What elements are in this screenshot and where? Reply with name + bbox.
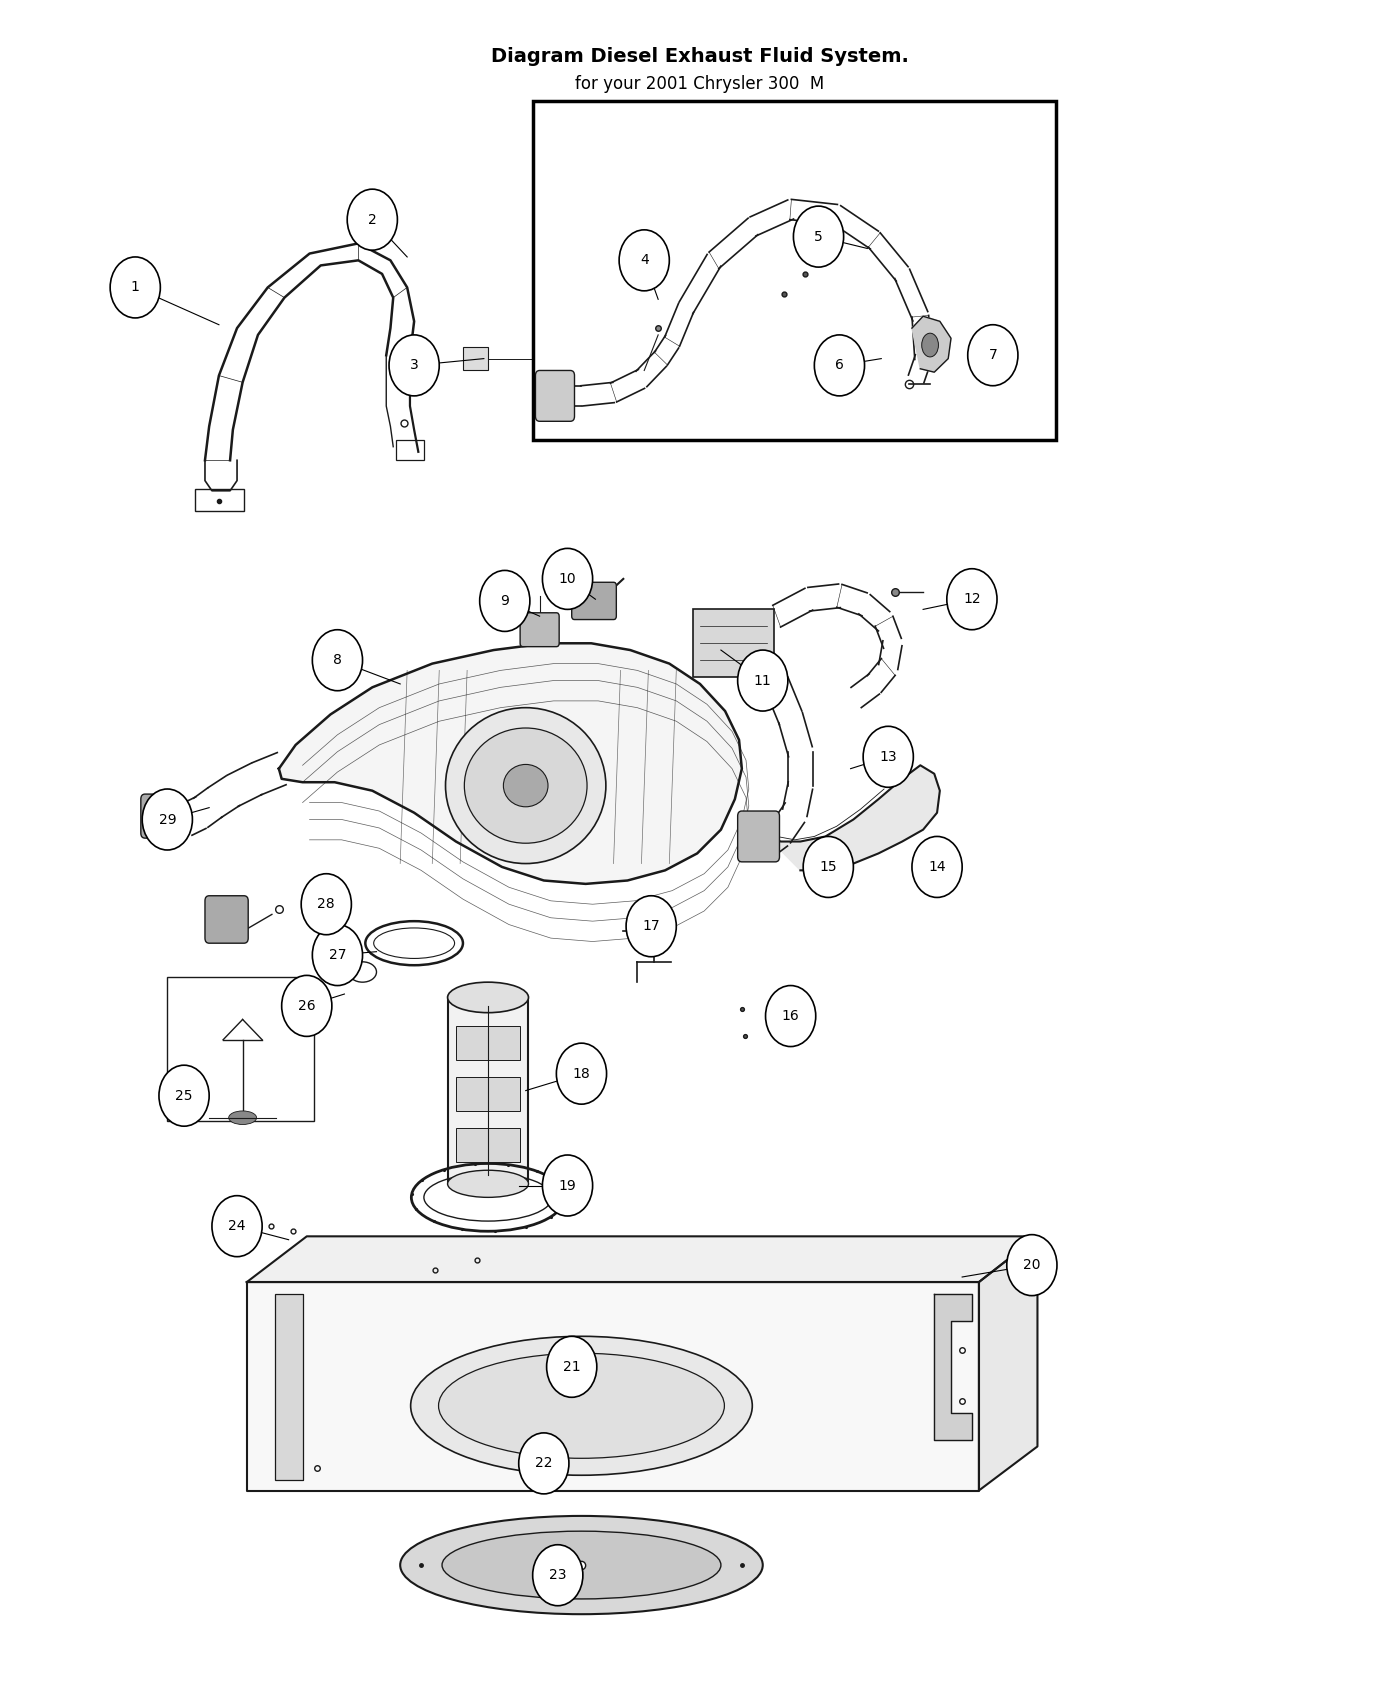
Polygon shape	[911, 316, 951, 372]
Text: 24: 24	[228, 1219, 246, 1232]
Circle shape	[556, 1044, 606, 1105]
Text: 20: 20	[1023, 1258, 1040, 1272]
Circle shape	[111, 257, 161, 318]
Text: 9: 9	[500, 593, 510, 609]
Circle shape	[864, 726, 913, 787]
Bar	[274, 1294, 302, 1481]
FancyBboxPatch shape	[204, 896, 248, 944]
Ellipse shape	[465, 728, 587, 843]
Text: 23: 23	[549, 1567, 567, 1583]
Ellipse shape	[410, 1336, 752, 1476]
Text: 11: 11	[753, 673, 771, 687]
Circle shape	[1007, 1234, 1057, 1295]
Text: 17: 17	[643, 920, 659, 933]
Ellipse shape	[228, 1110, 256, 1124]
FancyBboxPatch shape	[571, 583, 616, 619]
Text: 15: 15	[819, 860, 837, 874]
Circle shape	[312, 925, 363, 986]
Polygon shape	[767, 765, 939, 870]
Text: 10: 10	[559, 571, 577, 586]
Text: 29: 29	[158, 813, 176, 826]
Ellipse shape	[445, 707, 606, 864]
Ellipse shape	[400, 1516, 763, 1615]
Text: 13: 13	[879, 750, 897, 763]
Text: 8: 8	[333, 653, 342, 666]
Text: 22: 22	[535, 1457, 553, 1470]
Circle shape	[911, 836, 962, 898]
Bar	[195, 490, 244, 512]
Bar	[448, 998, 528, 1183]
Polygon shape	[246, 1236, 1037, 1282]
FancyBboxPatch shape	[535, 371, 574, 422]
Circle shape	[804, 836, 854, 898]
Circle shape	[389, 335, 440, 396]
Circle shape	[766, 986, 816, 1047]
Circle shape	[347, 189, 398, 250]
Ellipse shape	[448, 983, 528, 1013]
Circle shape	[967, 325, 1018, 386]
Circle shape	[519, 1433, 568, 1494]
Circle shape	[480, 571, 529, 631]
Text: 16: 16	[781, 1010, 799, 1023]
Text: 21: 21	[563, 1360, 581, 1374]
Text: 6: 6	[834, 359, 844, 372]
FancyBboxPatch shape	[738, 811, 780, 862]
Text: 5: 5	[815, 230, 823, 243]
Polygon shape	[934, 1294, 972, 1440]
Circle shape	[546, 1336, 596, 1397]
Ellipse shape	[448, 1170, 528, 1197]
Ellipse shape	[921, 333, 938, 357]
Text: 28: 28	[318, 898, 335, 911]
Circle shape	[532, 1545, 582, 1606]
Circle shape	[143, 789, 192, 850]
Circle shape	[626, 896, 676, 957]
Text: for your 2001 Chrysler 300  M: for your 2001 Chrysler 300 M	[575, 75, 825, 94]
Circle shape	[542, 549, 592, 609]
Circle shape	[738, 649, 788, 711]
Bar	[463, 347, 489, 371]
Circle shape	[211, 1195, 262, 1256]
Bar	[693, 609, 774, 677]
Text: Diagram Diesel Exhaust Fluid System.: Diagram Diesel Exhaust Fluid System.	[491, 48, 909, 66]
Text: 19: 19	[559, 1178, 577, 1192]
Text: 14: 14	[928, 860, 946, 874]
Bar	[456, 1027, 521, 1061]
Circle shape	[160, 1066, 209, 1125]
Text: 3: 3	[410, 359, 419, 372]
Text: 26: 26	[298, 1000, 315, 1013]
Circle shape	[301, 874, 351, 935]
Ellipse shape	[442, 1532, 721, 1600]
Polygon shape	[246, 1282, 979, 1491]
Text: 2: 2	[368, 212, 377, 226]
Circle shape	[542, 1154, 592, 1216]
Circle shape	[312, 629, 363, 690]
Text: 25: 25	[175, 1088, 193, 1103]
Text: 7: 7	[988, 348, 997, 362]
FancyBboxPatch shape	[141, 794, 179, 838]
Circle shape	[794, 206, 844, 267]
Bar	[456, 1078, 521, 1110]
Ellipse shape	[504, 765, 547, 808]
Text: 1: 1	[130, 280, 140, 294]
Text: 4: 4	[640, 253, 648, 267]
Bar	[168, 977, 314, 1120]
Bar	[396, 440, 424, 461]
Bar	[456, 1127, 521, 1161]
Circle shape	[281, 976, 332, 1037]
Circle shape	[946, 570, 997, 629]
Circle shape	[619, 230, 669, 291]
Text: 27: 27	[329, 949, 346, 962]
Ellipse shape	[438, 1353, 724, 1459]
Text: 12: 12	[963, 592, 981, 607]
Text: 18: 18	[573, 1066, 591, 1081]
Polygon shape	[979, 1236, 1037, 1491]
Circle shape	[815, 335, 865, 396]
Polygon shape	[279, 643, 742, 884]
FancyBboxPatch shape	[521, 612, 559, 646]
Bar	[532, 100, 1056, 440]
